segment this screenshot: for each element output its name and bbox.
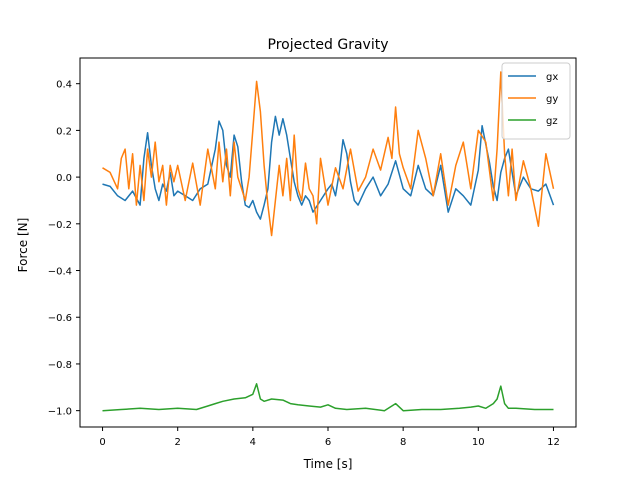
series-line-gz: [102, 383, 554, 412]
x-tick-label: 2: [175, 437, 181, 448]
legend: gx gy gz: [501, 62, 571, 140]
series-line-gx: [102, 115, 555, 220]
legend-label-gx: gx: [546, 72, 558, 83]
legend-label-gy: gy: [546, 94, 558, 105]
y-tick-label: −0.2: [48, 220, 72, 231]
y-tick-label: 0.0: [56, 173, 72, 184]
x-tick-label: 6: [325, 437, 331, 448]
chart-title: Projected Gravity: [268, 37, 389, 53]
series-line-gy: [102, 71, 555, 237]
y-tick-label: −0.8: [48, 360, 72, 371]
x-tick-label: 10: [472, 437, 485, 448]
x-tick-label: 0: [99, 437, 105, 448]
y-tick-label: −0.4: [48, 267, 72, 278]
y-tick-label: −1.0: [48, 407, 72, 418]
plot-lines: [102, 71, 555, 412]
y-tick-label: 0.2: [56, 126, 72, 137]
y-axis-label: Force [N]: [16, 218, 30, 273]
x-tick-label: 8: [400, 437, 406, 448]
x-axis-label: Time [s]: [303, 457, 353, 471]
y-ticks: −1.0 −0.8 −0.6 −0.4 −0.2 0.0 0.2 0.4: [48, 80, 80, 418]
x-tick-label: 12: [547, 437, 560, 448]
x-tick-label: 4: [250, 437, 256, 448]
y-tick-label: 0.4: [56, 80, 72, 91]
x-ticks: 0 2 4 6 8 10 12: [99, 427, 560, 448]
legend-label-gz: gz: [546, 116, 558, 127]
y-tick-label: −0.6: [48, 313, 72, 324]
legend-box: [501, 62, 571, 140]
